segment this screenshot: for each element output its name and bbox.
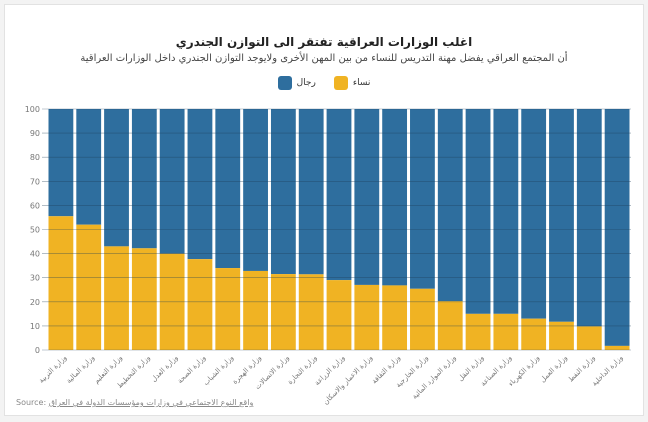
bar-men-2[interactable] <box>104 109 129 247</box>
bar-men-18[interactable] <box>549 109 574 322</box>
legend-label-men: رجال <box>296 78 316 88</box>
bar-women-2[interactable] <box>104 246 129 350</box>
y-tick-label-50: 50 <box>30 226 40 235</box>
y-tick-label-70: 70 <box>30 177 40 186</box>
x-tick-label: وزارة العمل <box>539 354 569 384</box>
legend-item-women[interactable]: نساء <box>333 76 371 90</box>
bar-men-9[interactable] <box>298 109 324 275</box>
bar-women-13[interactable] <box>410 288 435 350</box>
bar-men-12[interactable] <box>382 109 408 286</box>
bar-men-16[interactable] <box>493 109 519 314</box>
bar-women-16[interactable] <box>493 313 519 350</box>
bar-women-6[interactable] <box>215 268 241 350</box>
bar-women-19[interactable] <box>576 326 602 350</box>
bar-men-19[interactable] <box>576 109 602 327</box>
bar-men-13[interactable] <box>410 109 435 289</box>
y-tick-label-60: 60 <box>30 201 40 210</box>
x-tick-label: وزارة النقل <box>456 354 485 383</box>
bar-men-8[interactable] <box>270 109 296 275</box>
legend-swatch-men <box>277 76 292 90</box>
y-tick-label-80: 80 <box>30 153 40 162</box>
x-tick-label: وزارة الاعمار والاسكان <box>322 354 374 406</box>
source-line: Source: واقع النوع الاجتماعي في وزارات و… <box>16 398 253 407</box>
y-tick-label-100: 100 <box>25 105 40 114</box>
bar-women-14[interactable] <box>437 301 463 350</box>
bar-women-9[interactable] <box>298 274 324 350</box>
bar-men-1[interactable] <box>76 109 102 225</box>
bar-women-7[interactable] <box>243 270 268 350</box>
legend: رجال نساء <box>0 76 648 90</box>
y-tick-label-10: 10 <box>30 322 40 331</box>
x-tick-label: وزارة المالية <box>65 354 96 385</box>
bar-women-3[interactable] <box>131 248 157 350</box>
bar-men-20[interactable] <box>604 109 630 346</box>
legend-label-women: نساء <box>352 78 371 88</box>
bar-women-5[interactable] <box>187 259 213 350</box>
bar-men-14[interactable] <box>437 109 463 302</box>
bar-women-10[interactable] <box>326 280 352 350</box>
y-tick-label-40: 40 <box>30 250 40 259</box>
bar-women-0[interactable] <box>48 216 74 350</box>
bar-men-15[interactable] <box>465 109 491 314</box>
bar-women-1[interactable] <box>76 224 102 350</box>
bar-women-8[interactable] <box>270 274 296 350</box>
y-tick-label-20: 20 <box>30 298 40 307</box>
bar-men-0[interactable] <box>48 109 74 217</box>
bar-women-20[interactable] <box>604 345 630 350</box>
y-tick-label-30: 30 <box>30 274 40 283</box>
x-tick-label: وزارة الشباب <box>202 354 235 387</box>
source-link[interactable]: واقع النوع الاجتماعي في وزارات ومؤسسات ا… <box>48 398 254 407</box>
bar-men-3[interactable] <box>131 109 157 249</box>
bar-women-11[interactable] <box>354 284 380 350</box>
y-tick-label-90: 90 <box>30 129 40 138</box>
bar-men-6[interactable] <box>215 109 241 269</box>
source-label: Source: <box>16 398 47 407</box>
bar-women-12[interactable] <box>382 285 408 350</box>
bar-women-17[interactable] <box>521 318 547 350</box>
bar-men-17[interactable] <box>521 109 547 319</box>
legend-swatch-women <box>333 76 348 90</box>
legend-item-men[interactable]: رجال <box>277 76 316 90</box>
bar-men-10[interactable] <box>326 109 352 281</box>
bar-women-15[interactable] <box>465 313 491 350</box>
bar-men-5[interactable] <box>187 109 213 260</box>
chart-subtitle: أن المجتمع العراقي يفضل مهنة التدريس للن… <box>80 53 568 64</box>
y-tick-label-0: 0 <box>35 346 40 355</box>
bar-women-18[interactable] <box>549 321 574 350</box>
chart-title: اغلب الوزارات العراقية تفتقر الى التوازن… <box>175 35 473 49</box>
x-tick-label: وزارة التربية <box>37 354 68 385</box>
bar-men-11[interactable] <box>354 109 380 285</box>
bar-men-7[interactable] <box>243 109 268 271</box>
